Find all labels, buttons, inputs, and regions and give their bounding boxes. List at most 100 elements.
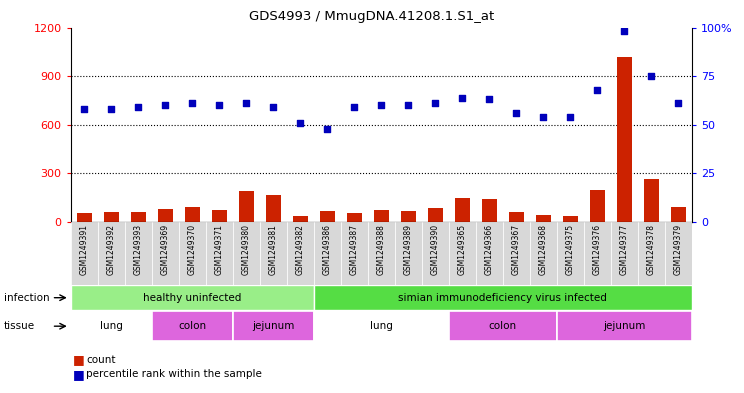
Bar (233, 311, 314, 341)
Text: GDS4993 / MmugDNA.41208.1.S1_at: GDS4993 / MmugDNA.41208.1.S1_at (249, 10, 495, 23)
Bar (503, 222, 530, 285)
Bar (314, 311, 449, 341)
Text: GSM1249386: GSM1249386 (323, 224, 332, 275)
Point (646, 73, 658, 79)
Text: GSM1249388: GSM1249388 (376, 224, 386, 275)
Bar (449, 311, 557, 341)
Text: GSM1249380: GSM1249380 (242, 224, 251, 275)
Point (673, 100, 684, 107)
Bar (644, 179, 659, 222)
Text: GSM1249370: GSM1249370 (187, 224, 196, 275)
Bar (103, 212, 118, 222)
Bar (530, 222, 557, 285)
Text: colon: colon (489, 321, 517, 331)
Point (484, 96, 496, 103)
Point (132, 104, 144, 110)
Bar (233, 222, 260, 285)
Text: GSM1249371: GSM1249371 (215, 224, 224, 275)
Bar (509, 211, 524, 222)
Bar (482, 198, 497, 222)
Point (295, 120, 307, 126)
Text: GSM1249376: GSM1249376 (593, 224, 602, 275)
Text: tissue: tissue (4, 321, 35, 331)
Text: infection: infection (4, 293, 49, 303)
Text: GSM1249375: GSM1249375 (566, 224, 575, 275)
Bar (71, 311, 152, 341)
Bar (665, 222, 692, 285)
Text: healthy uninfected: healthy uninfected (143, 293, 241, 303)
Bar (212, 210, 227, 222)
Point (591, 86, 603, 93)
Text: GSM1249390: GSM1249390 (431, 224, 440, 275)
Text: GSM1249367: GSM1249367 (512, 224, 521, 275)
Bar (671, 207, 686, 222)
Text: GSM1249366: GSM1249366 (485, 224, 494, 275)
Point (78, 106, 90, 112)
Bar (611, 222, 638, 285)
Point (537, 114, 549, 120)
Text: GSM1249381: GSM1249381 (269, 224, 278, 275)
Bar (401, 211, 416, 222)
Point (159, 102, 171, 108)
Bar (239, 191, 254, 222)
Text: jejunum: jejunum (603, 321, 646, 331)
Point (429, 100, 441, 107)
Text: colon: colon (178, 321, 206, 331)
Bar (158, 209, 173, 222)
Text: lung: lung (100, 321, 123, 331)
Text: GSM1249393: GSM1249393 (134, 224, 143, 275)
Text: GSM1249379: GSM1249379 (674, 224, 683, 275)
Bar (590, 191, 605, 222)
Bar (374, 210, 388, 222)
Bar (584, 222, 611, 285)
Text: GSM1249387: GSM1249387 (350, 224, 359, 275)
Point (565, 114, 577, 120)
Text: count: count (86, 354, 116, 365)
Point (321, 125, 333, 132)
Text: percentile rank within the sample: percentile rank within the sample (86, 369, 262, 379)
Bar (293, 217, 308, 222)
Point (240, 100, 252, 107)
Bar (260, 222, 286, 285)
Bar (557, 222, 584, 285)
Point (618, 28, 630, 35)
Text: GSM1249365: GSM1249365 (458, 224, 466, 275)
Bar (476, 222, 503, 285)
Bar (395, 222, 422, 285)
Bar (185, 208, 199, 222)
Text: GSM1249369: GSM1249369 (161, 224, 170, 275)
Text: GSM1249378: GSM1249378 (647, 224, 656, 275)
Bar (152, 222, 179, 285)
Bar (368, 222, 395, 285)
Text: GSM1249391: GSM1249391 (80, 224, 89, 275)
Bar (617, 57, 632, 222)
Point (375, 102, 387, 108)
Bar (314, 285, 692, 310)
Bar (179, 222, 206, 285)
Bar (638, 222, 665, 285)
Bar (125, 222, 152, 285)
Bar (557, 311, 692, 341)
Text: GSM1249368: GSM1249368 (539, 224, 548, 275)
Point (456, 94, 468, 101)
Bar (71, 285, 314, 310)
Bar (206, 222, 233, 285)
Bar (266, 195, 280, 222)
Text: simian immunodeficiency virus infected: simian immunodeficiency virus infected (398, 293, 607, 303)
Point (403, 102, 414, 108)
Bar (449, 222, 476, 285)
Text: GSM1249382: GSM1249382 (296, 224, 305, 275)
Bar (77, 213, 92, 222)
Bar (97, 222, 125, 285)
Bar (341, 222, 368, 285)
Text: GSM1249377: GSM1249377 (620, 224, 629, 275)
Point (186, 100, 198, 107)
Bar (71, 222, 97, 285)
Text: ■: ■ (73, 367, 85, 381)
Point (105, 106, 117, 112)
Text: GSM1249389: GSM1249389 (404, 224, 413, 275)
Bar (131, 212, 146, 222)
Bar (347, 213, 362, 222)
Bar (563, 217, 578, 222)
Bar (152, 311, 233, 341)
